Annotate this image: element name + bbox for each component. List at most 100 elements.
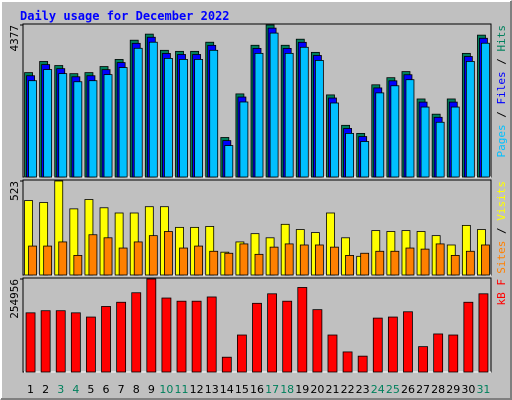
- x-tick-label: 15: [235, 383, 249, 396]
- bar: [450, 106, 460, 178]
- bar: [252, 302, 262, 373]
- x-tick-label: 16: [250, 383, 264, 396]
- x-tick-label: 29: [446, 383, 460, 396]
- bar: [224, 252, 234, 276]
- bar: [28, 80, 37, 178]
- bar: [405, 247, 415, 276]
- bar: [387, 316, 398, 373]
- bar: [269, 32, 279, 178]
- bar: [133, 241, 143, 276]
- legend-entry: Visits: [495, 181, 508, 221]
- bar: [179, 247, 188, 276]
- bar: [342, 351, 353, 373]
- x-tick-label: 24: [371, 383, 385, 396]
- x-tick-label: 10: [159, 383, 173, 396]
- bar: [206, 296, 217, 373]
- bar: [481, 42, 490, 178]
- bar: [282, 300, 293, 373]
- x-tick-label: 20: [310, 383, 324, 396]
- bar: [254, 52, 264, 178]
- bar: [297, 287, 308, 373]
- bar: [345, 133, 354, 178]
- bar: [465, 250, 475, 276]
- bar: [70, 312, 81, 373]
- bar: [116, 301, 127, 373]
- x-tick-label: 7: [118, 383, 125, 396]
- bar: [478, 293, 489, 373]
- bar: [209, 250, 219, 276]
- bar: [239, 243, 249, 276]
- bar: [390, 85, 400, 178]
- x-tick-label: 3: [57, 383, 64, 396]
- bar: [191, 300, 202, 373]
- bar: [284, 243, 294, 276]
- bar: [176, 300, 187, 373]
- bar: [131, 292, 142, 373]
- bar: [88, 234, 98, 276]
- x-tick-label: 25: [386, 383, 400, 396]
- bar: [209, 49, 219, 178]
- x-tick-label: 5: [87, 383, 94, 396]
- bar: [269, 246, 279, 276]
- legend-entry: Hits: [495, 25, 508, 52]
- bar: [224, 145, 234, 178]
- x-tick-label: 12: [190, 383, 204, 396]
- bar: [448, 334, 459, 373]
- legend-separator: /: [495, 52, 508, 72]
- bar: [194, 59, 204, 178]
- bar: [435, 121, 445, 178]
- bar: [28, 245, 37, 276]
- bar: [435, 243, 445, 276]
- x-tick-label: 4: [72, 383, 79, 396]
- bar: [239, 101, 249, 178]
- x-tick-label: 17: [265, 383, 279, 396]
- bar: [357, 355, 368, 373]
- legend: kB F: [495, 279, 508, 306]
- bar: [433, 333, 444, 373]
- x-tick-label: 30: [461, 383, 475, 396]
- bar: [267, 293, 277, 373]
- bar: [133, 47, 143, 178]
- bar: [25, 312, 36, 373]
- bar: [179, 59, 188, 178]
- x-tick-label: 27: [416, 383, 430, 396]
- x-tick-label: 26: [401, 383, 415, 396]
- bar: [73, 255, 83, 276]
- bar: [237, 334, 247, 373]
- bar: [161, 297, 172, 373]
- bar: [221, 356, 232, 373]
- bar: [146, 278, 157, 373]
- bar: [43, 245, 53, 276]
- bar: [58, 241, 68, 276]
- bar: [372, 317, 383, 373]
- y-tick-label: 254956: [8, 279, 21, 319]
- bar: [450, 255, 460, 276]
- x-tick-label: 23: [356, 383, 370, 396]
- bar: [43, 69, 53, 178]
- bar: [390, 250, 400, 276]
- x-tick-label: 19: [295, 383, 309, 396]
- x-tick-label: 31: [476, 383, 490, 396]
- bar: [375, 92, 385, 178]
- bar: [420, 248, 430, 276]
- bar: [314, 60, 324, 178]
- bar: [164, 231, 173, 276]
- bar: [312, 309, 323, 373]
- bar: [86, 316, 96, 373]
- x-tick-label: 14: [220, 383, 234, 396]
- bar: [299, 46, 309, 178]
- bar: [465, 61, 475, 178]
- bar: [420, 106, 430, 178]
- bar: [103, 74, 113, 178]
- bar: [405, 79, 415, 178]
- legend: Sites / Visits: [495, 181, 508, 274]
- bar: [299, 244, 309, 276]
- x-tick-label: 28: [431, 383, 445, 396]
- bar: [330, 246, 339, 276]
- bar: [118, 67, 128, 178]
- bar: [360, 141, 370, 178]
- bar: [148, 41, 158, 178]
- legend-separator: /: [495, 221, 508, 241]
